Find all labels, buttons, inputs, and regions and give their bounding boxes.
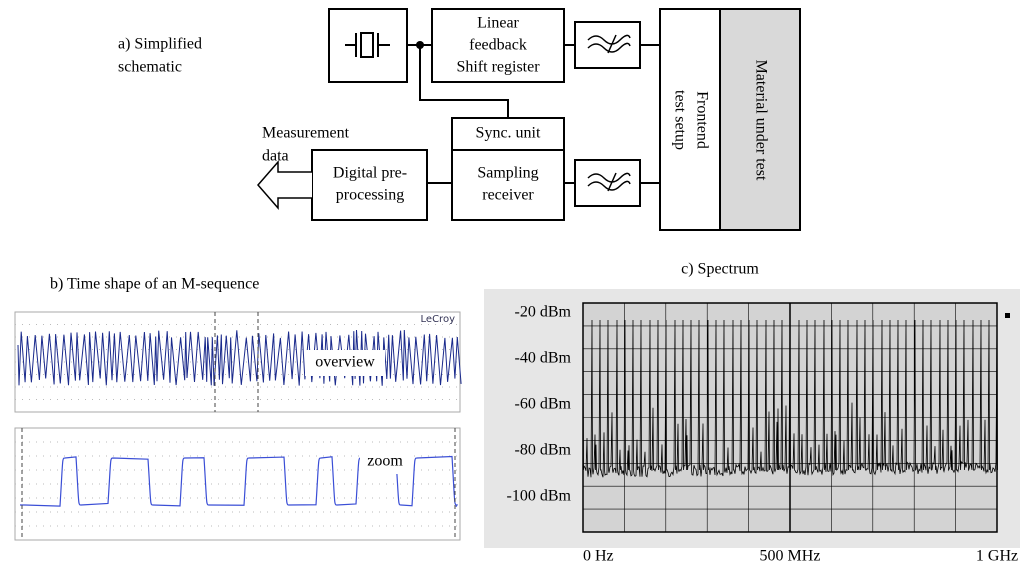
block-label: receiver: [482, 187, 534, 204]
material-label: Material under test: [752, 60, 769, 181]
caption: a) Simplified: [118, 36, 202, 53]
block-label: Digital pre-: [333, 165, 407, 182]
marker: [1005, 313, 1010, 318]
block-label: Sync. unit: [476, 125, 541, 142]
y-tick-label: -20 dBm: [515, 304, 572, 321]
x-tick-label: 500 MHz: [760, 548, 821, 565]
block-label: Material under test: [752, 60, 769, 181]
caption: schematic: [118, 59, 182, 76]
block-label: Sampling: [477, 165, 538, 182]
block-label: feedback: [469, 37, 527, 54]
oscilloscope: b) Time shape of an M-sequence LeCroy over…: [15, 276, 461, 540]
output-label: data: [262, 148, 289, 165]
y-tick-label: -80 dBm: [515, 442, 572, 459]
caption: b) Time shape of an M-sequence: [50, 276, 259, 293]
x-tick-label: 0 Hz: [583, 548, 614, 565]
y-tick-label: -40 dBm: [515, 350, 572, 367]
oscillator-box: [329, 9, 407, 82]
sampling-box: [452, 150, 564, 220]
output-arrow: [258, 162, 312, 208]
trace-label: overview: [315, 354, 375, 371]
schematic: a) Simplified schematic Linear feedback Shif…: [118, 9, 800, 230]
y-tick-label: -100 dBm: [507, 488, 572, 505]
brand: LeCroy: [421, 314, 456, 325]
junction: [416, 41, 424, 49]
block-label: Linear: [477, 15, 519, 32]
trace-label: zoom: [367, 453, 403, 470]
block-label: test setup: [671, 90, 688, 150]
x-tick-label: 1 GHz: [976, 548, 1018, 565]
block-label: Frontend: [693, 91, 710, 149]
figure: a) Simplified schematic Linear feedback Shif…: [0, 0, 1030, 569]
caption: c) Spectrum: [681, 261, 759, 278]
block-label: Shift register: [456, 59, 540, 76]
y-tick-label: -60 dBm: [515, 396, 572, 413]
output-label: Measurement: [262, 125, 350, 142]
block-label: processing: [336, 187, 404, 204]
spectrum: c) Spectrum -20 dBm -40 dBm -60 dBm -80 dBm -…: [484, 261, 1020, 565]
digital-box: [312, 150, 427, 220]
